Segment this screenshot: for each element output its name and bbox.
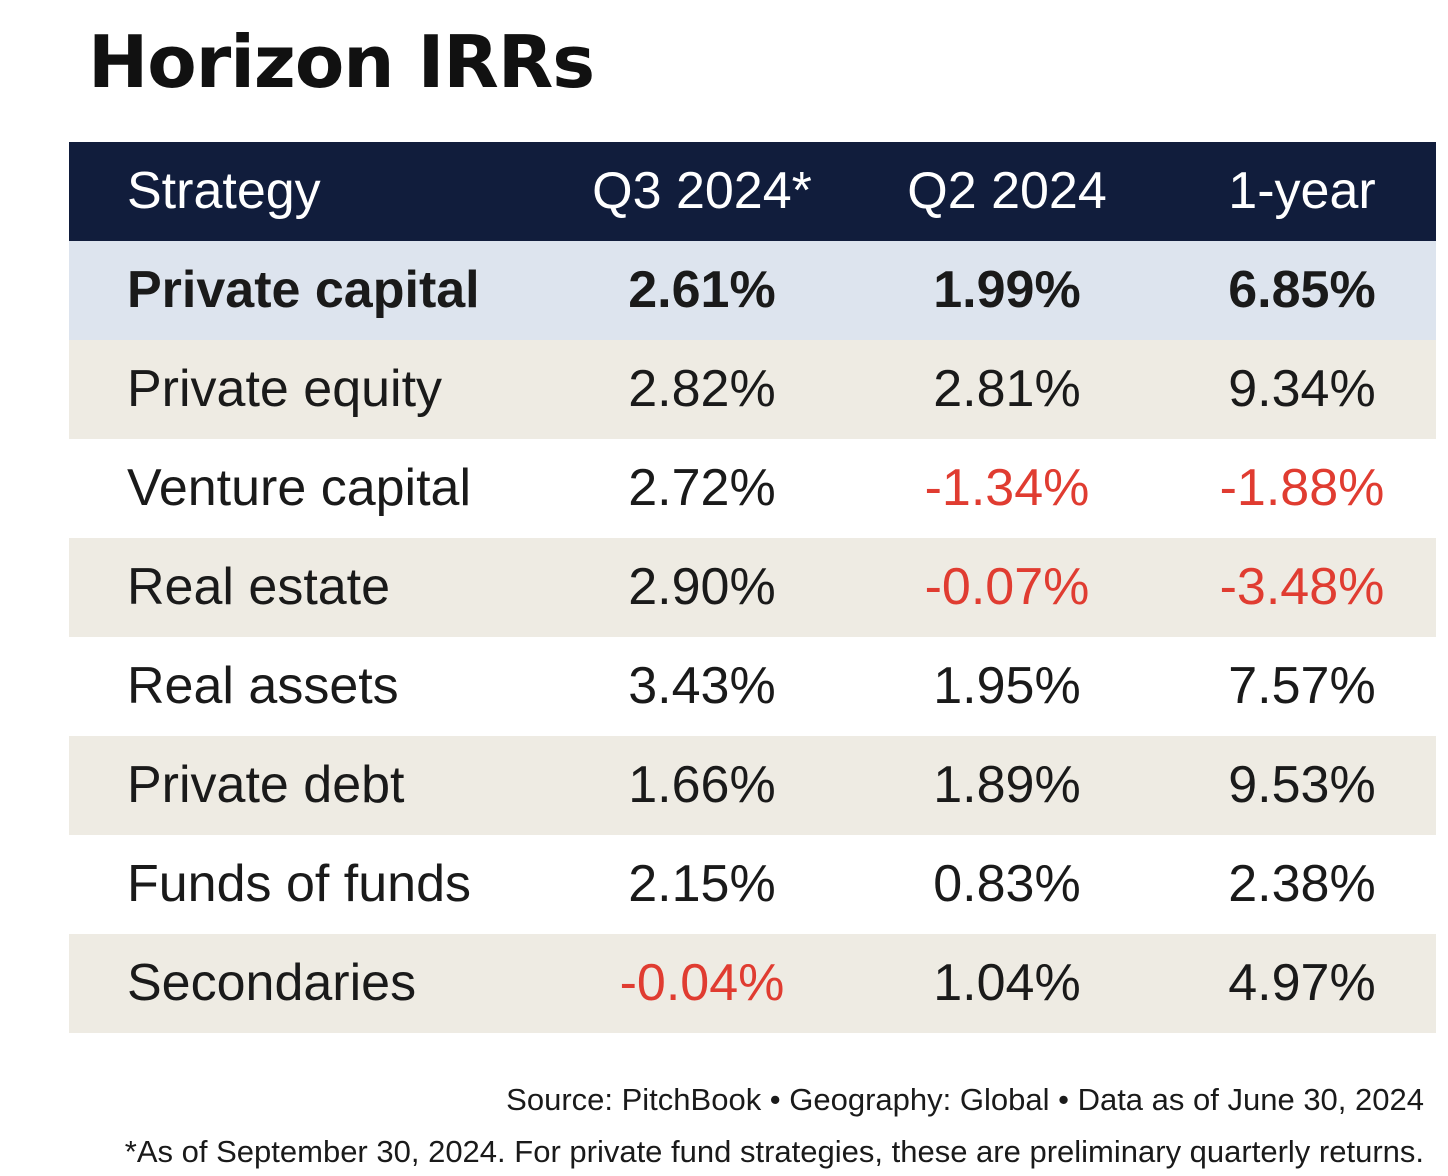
value-cell: 4.97% [1228,954,1376,1012]
table-row: Private debt 1.66% 1.89% 9.53% [69,736,1436,835]
strategy-cell: Private capital [127,261,480,319]
value-cell: 9.34% [1228,360,1376,418]
column-header-strategy: Strategy [127,162,321,220]
value-cell: 2.72% [628,459,776,517]
column-header-q2-2024: Q2 2024 [907,162,1107,220]
value-cell: 2.38% [1228,855,1376,913]
table-row: Secondaries -0.04% 1.04% 4.97% [69,934,1436,1033]
strategy-cell: Venture capital [127,459,472,517]
strategy-cell: Secondaries [127,954,417,1012]
value-cell: 2.90% [628,558,776,616]
strategy-cell: Real assets [127,657,399,715]
column-header-q3-2024: Q3 2024* [592,162,812,220]
value-cell: -0.04% [619,954,785,1012]
value-cell: 1.95% [933,657,1081,715]
value-cell: 1.66% [628,756,776,814]
value-cell: 7.57% [1228,657,1376,715]
strategy-cell: Real estate [127,558,391,616]
value-cell: -3.48% [1219,558,1385,616]
value-cell: 1.99% [933,261,1081,319]
table-row: Real estate 2.90% -0.07% -3.48% [69,538,1436,637]
table-body: Private capital 2.61% 1.99% 6.85% Private eq… [69,241,1436,1033]
table-row: Venture capital 2.72% -1.34% -1.88% [69,439,1436,538]
source-note: Source: PitchBook • Geography: Global • … [506,1082,1424,1117]
value-cell: 2.15% [628,855,776,913]
strategy-cell: Funds of funds [127,855,471,913]
table-header-row: Strategy Q3 2024* Q2 2024 1-year [69,142,1436,241]
value-cell: -1.34% [924,459,1090,517]
value-cell: -1.88% [1219,459,1385,517]
value-cell: 2.82% [628,360,776,418]
value-cell: 2.61% [628,261,776,319]
footnote: *As of September 30, 2024. For private f… [124,1134,1424,1169]
table-row: Private equity 2.82% 2.81% 9.34% [69,340,1436,439]
column-header-1-year: 1-year [1228,162,1376,220]
value-cell: 2.81% [933,360,1081,418]
value-cell: -0.07% [924,558,1090,616]
value-cell: 3.43% [628,657,776,715]
strategy-cell: Private debt [127,756,405,814]
value-cell: 6.85% [1228,261,1376,319]
irr-table: Strategy Q3 2024* Q2 2024 1-year Private… [69,142,1436,1033]
value-cell: 1.89% [933,756,1081,814]
strategy-cell: Private equity [127,360,443,418]
value-cell: 1.04% [933,954,1081,1012]
chart-title: Horizon IRRs [88,20,595,104]
table-row: Funds of funds 2.15% 0.83% 2.38% [69,835,1436,934]
table-row: Private capital 2.61% 1.99% 6.85% [69,241,1436,340]
value-cell: 0.83% [933,855,1081,913]
value-cell: 9.53% [1228,756,1376,814]
table-row: Real assets 3.43% 1.95% 7.57% [69,637,1436,736]
